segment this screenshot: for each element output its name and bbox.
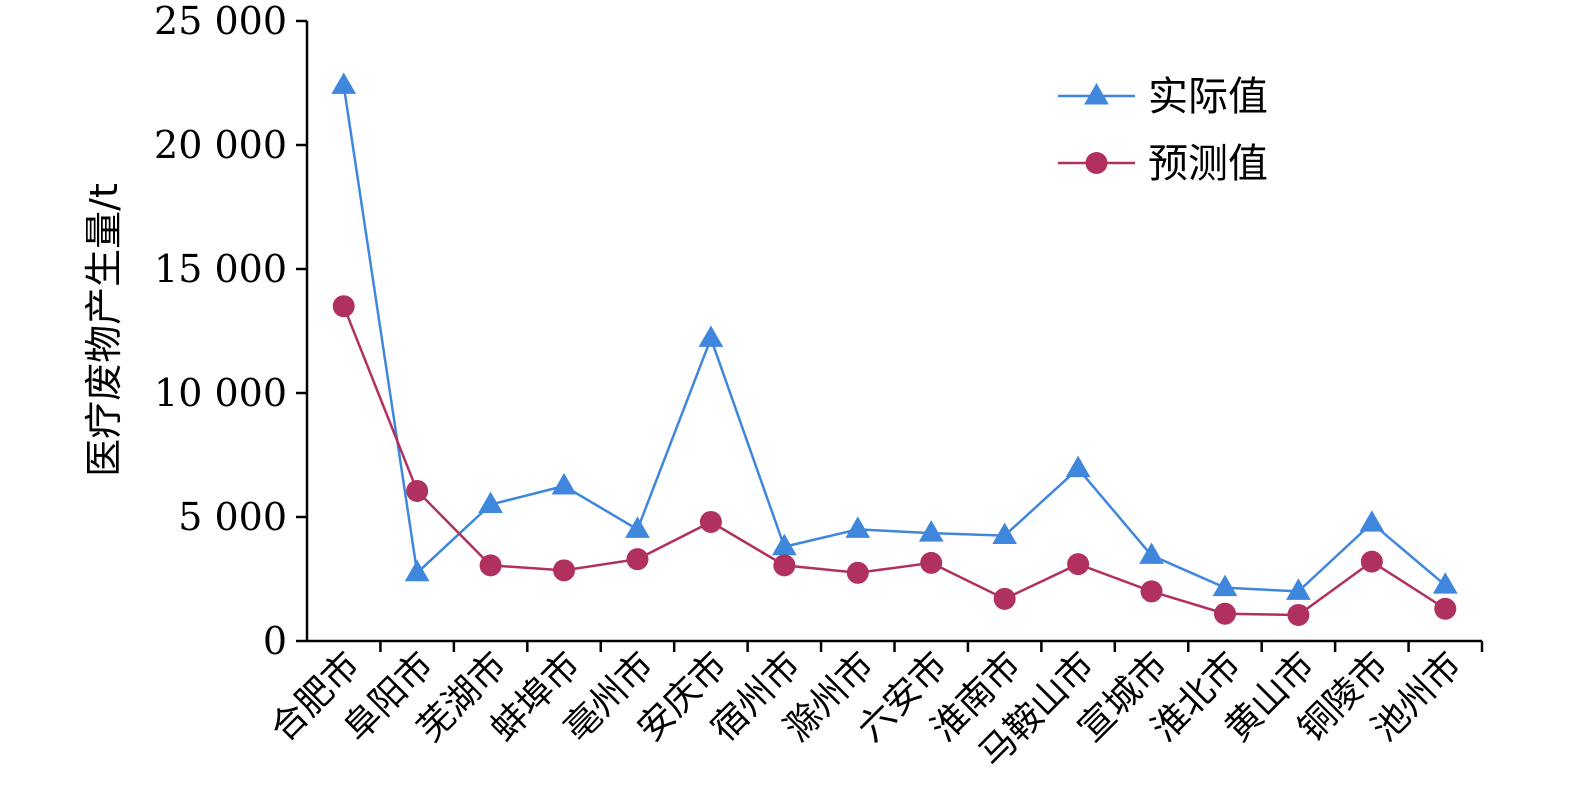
y-axis-title-group: 医疗废物产生量/t — [82, 183, 126, 477]
data-point-circle — [846, 561, 869, 584]
data-point-circle — [479, 554, 502, 577]
y-axis-title: 医疗废物产生量/t — [82, 183, 126, 477]
y-tick-label: 0 — [263, 619, 287, 663]
data-point-triangle — [771, 533, 797, 556]
legend-marker-triangle-icon — [1084, 83, 1109, 105]
data-point-triangle — [478, 491, 503, 514]
data-point-triangle — [1212, 574, 1238, 597]
data-point-circle — [1434, 597, 1457, 620]
data-point-triangle — [918, 520, 944, 542]
y-tick-label: 25 000 — [154, 0, 287, 43]
data-point-triangle — [698, 325, 724, 347]
series-line — [342, 85, 1447, 593]
series-line — [342, 305, 1446, 617]
legend-label-predicted: 预测值 — [1148, 141, 1268, 187]
data-point-triangle — [1065, 455, 1091, 478]
data-point-triangle — [331, 72, 357, 94]
data-point-triangle — [551, 473, 577, 495]
series-actual — [331, 72, 1458, 600]
data-point-circle — [699, 510, 722, 533]
legend-item-actual: 实际值 — [1058, 74, 1268, 120]
data-point-triangle — [1286, 578, 1311, 600]
x-ticks: 合肥市阜阳市芜湖市蚌埠市亳州市安庆市宿州市滁州市六安市淮南市马鞍山市宣城市淮北市… — [263, 641, 1484, 775]
data-point-triangle — [1139, 542, 1164, 564]
y-tick-label: 15 000 — [154, 247, 287, 291]
data-point-circle — [1287, 603, 1310, 626]
data-point-circle — [626, 548, 649, 571]
legend-label-actual: 实际值 — [1148, 74, 1268, 120]
y-tick-label: 20 000 — [154, 123, 287, 167]
data-point-triangle — [1432, 572, 1458, 594]
data-point-circle — [1067, 553, 1090, 576]
y-ticks: 0 5 000 10 000 15 000 20 000 25 000 — [154, 0, 307, 663]
data-point-triangle — [404, 559, 430, 582]
data-point-triangle — [625, 516, 650, 538]
data-point-circle — [553, 559, 576, 582]
data-point-triangle — [1359, 510, 1385, 532]
data-point-circle — [920, 551, 943, 574]
series-layer — [331, 72, 1458, 626]
legend-marker-circle-icon — [1085, 152, 1108, 174]
y-tick-label: 5 000 — [178, 495, 287, 539]
data-point-circle — [773, 554, 796, 577]
data-point-circle — [993, 587, 1016, 610]
data-point-circle — [1140, 580, 1163, 603]
series-predicted — [332, 295, 1457, 626]
data-point-triangle — [992, 522, 1018, 545]
data-point-circle — [1213, 602, 1236, 625]
data-point-circle — [1360, 550, 1383, 573]
data-point-triangle — [845, 516, 871, 538]
legend-item-predicted: 预测值 — [1058, 141, 1268, 187]
data-point-circle — [332, 295, 355, 318]
y-tick-label: 10 000 — [154, 371, 287, 415]
data-point-circle — [406, 479, 429, 502]
legend: 实际值 预测值 — [1058, 74, 1268, 187]
